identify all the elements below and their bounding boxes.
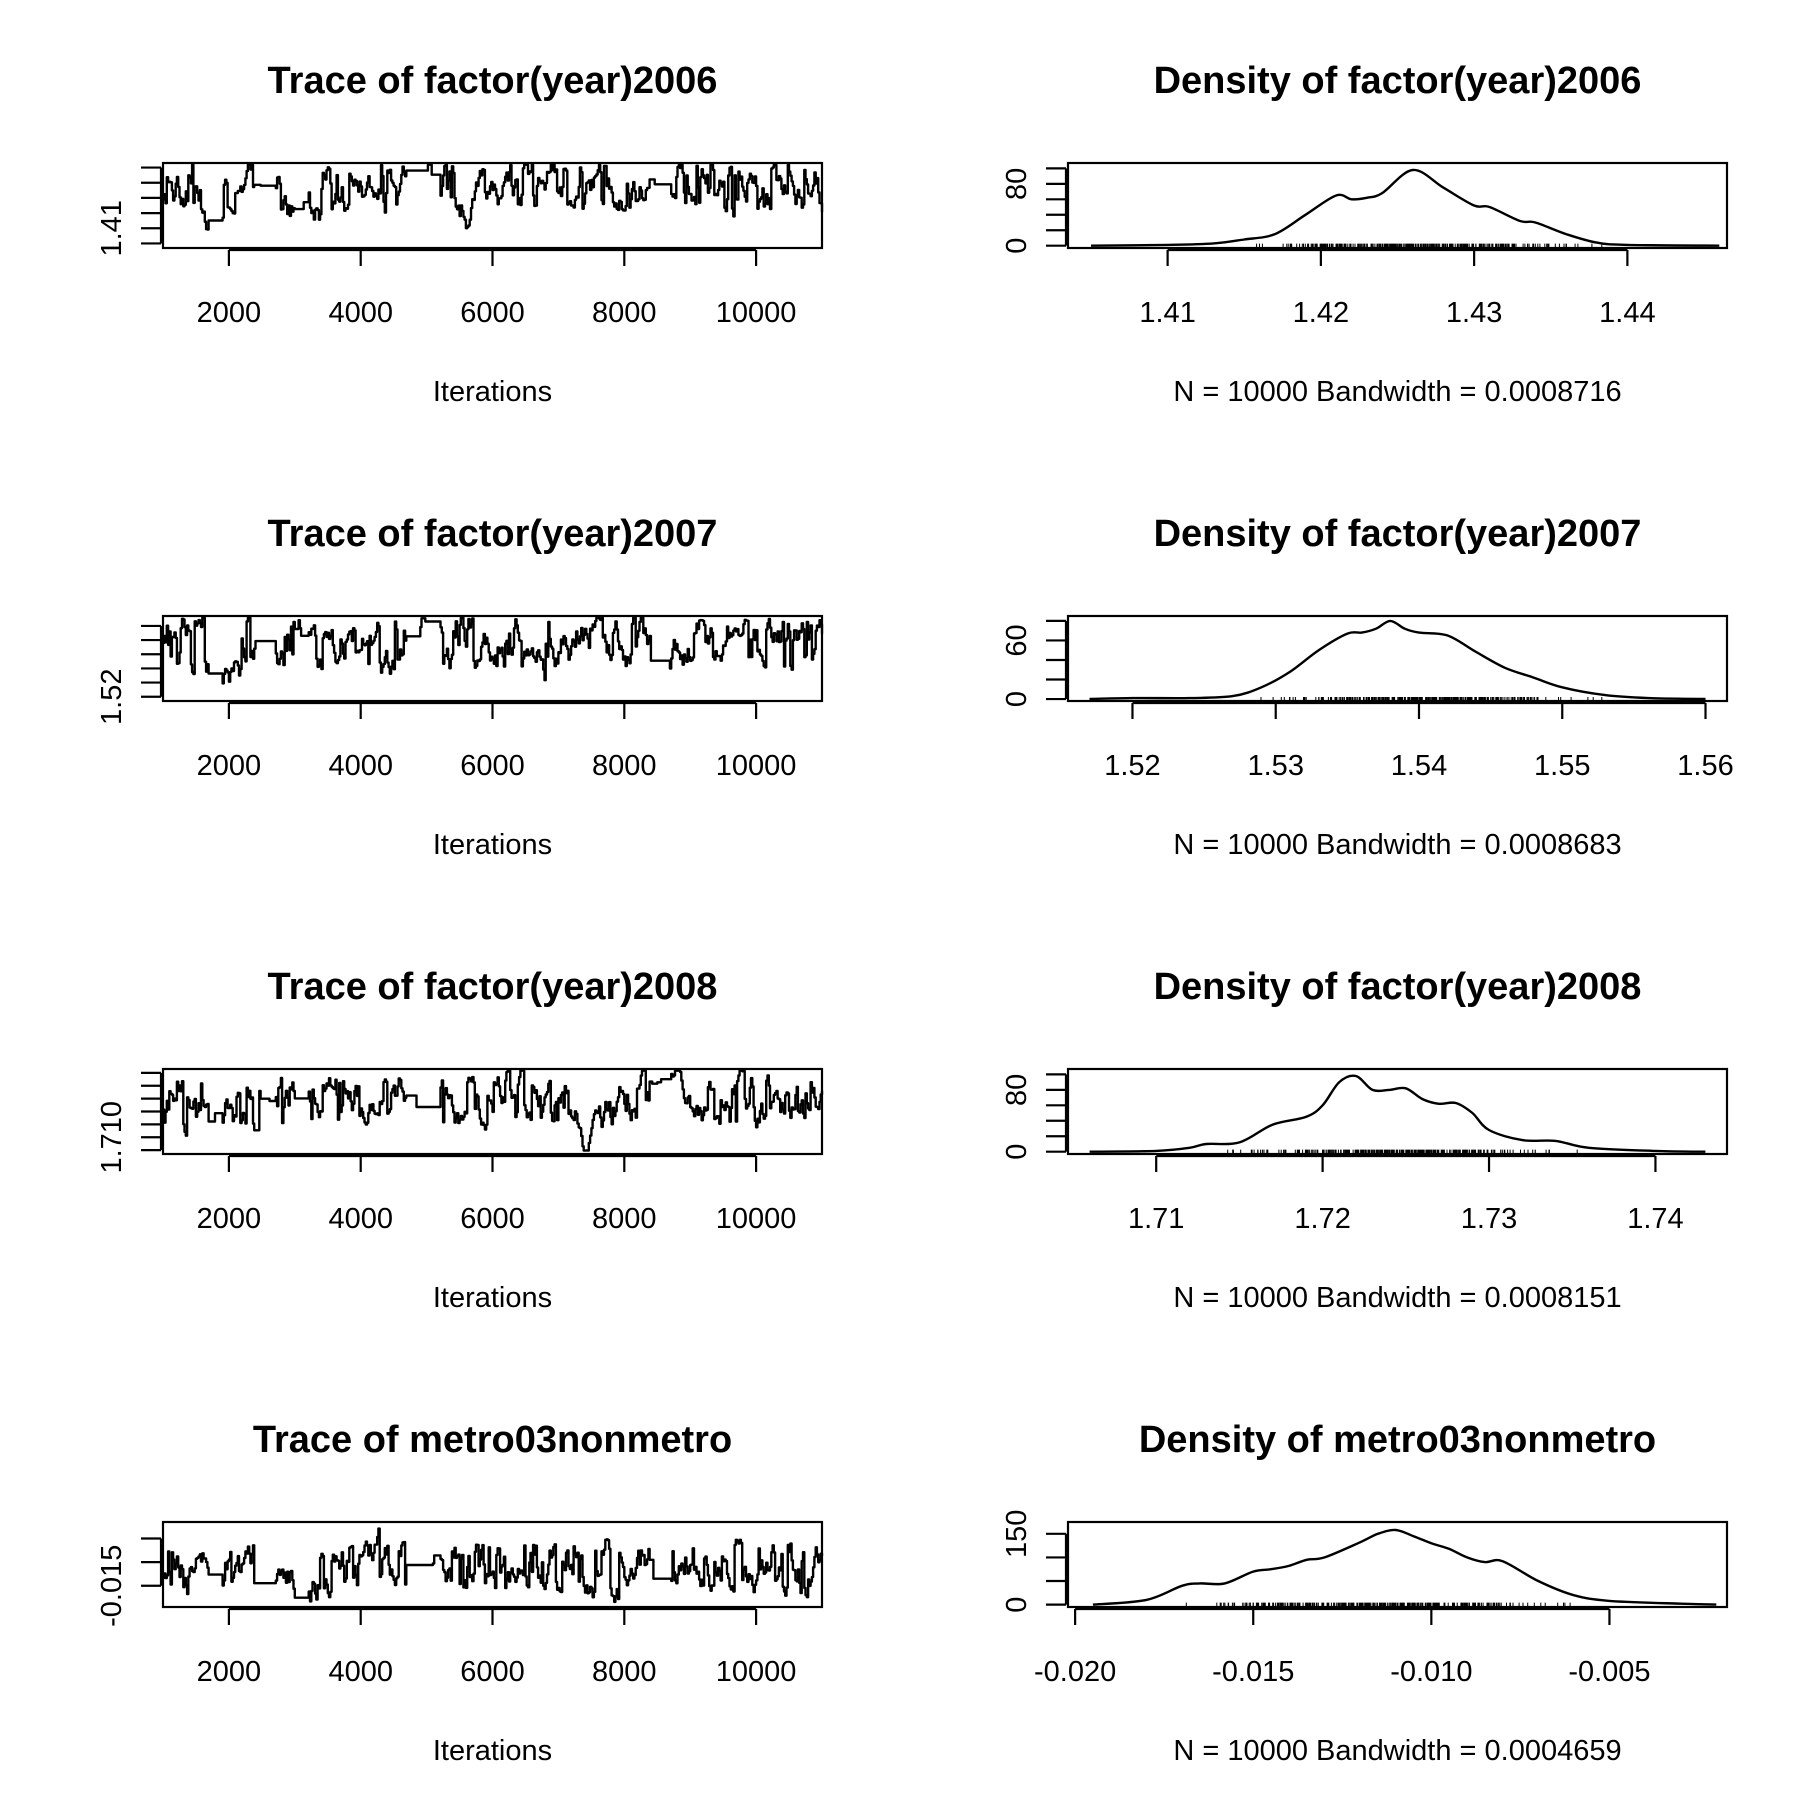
chart-title: Trace of metro03nonmetro [253,1419,732,1461]
x-tick-label: 1.72 [1294,1203,1350,1235]
x-tick-label: 1.73 [1461,1203,1517,1235]
x-tick-label: 1.71 [1128,1203,1184,1235]
trace-panel-3: Trace of factor(year)2008 2000 4000 6000 800… [96,966,824,1314]
plot-frame [1066,1520,1729,1609]
chart-title: Density of factor(year)2006 [1154,60,1642,102]
density-panel-1: Density of factor(year)2006 1.41 1.42 1.43 1… [1001,60,1729,408]
x-tick-label: 1.74 [1627,1203,1683,1235]
x-tick-label: 1.55 [1534,750,1590,782]
x-axis-label: N = 10000 Bandwidth = 0.0008716 [1173,376,1621,408]
x-tick-label: 1.54 [1391,750,1447,782]
chart-title: Trace of factor(year)2006 [268,60,718,102]
x-tick-label: 4000 [328,1203,393,1235]
x-axis-label: Iterations [433,1735,552,1767]
chart-title: Density of metro03nonmetro [1139,1419,1656,1461]
y-tick-label: 1.710 [96,1101,128,1174]
x-tick-label: 10000 [716,1656,797,1688]
chart-title: Density of factor(year)2008 [1154,966,1642,1008]
x-tick-label: -0.015 [1212,1656,1294,1688]
y-tick-label: 0 [1001,1597,1033,1613]
x-tick-label: 1.53 [1248,750,1304,782]
x-tick-label: 1.56 [1677,750,1733,782]
x-axis-label: N = 10000 Bandwidth = 0.0008151 [1173,1282,1621,1314]
x-tick-label: 1.44 [1599,297,1655,329]
x-axis-label: Iterations [433,376,552,408]
y-tick-label: 0 [1001,1144,1033,1160]
x-tick-label: 6000 [460,297,525,329]
x-axis-label: Iterations [433,1282,552,1314]
x-axis-label: Iterations [433,829,552,861]
plot-frame [1066,161,1729,250]
x-tick-label: 6000 [460,1656,525,1688]
x-tick-label: 4000 [328,1656,393,1688]
x-tick-label: 10000 [716,297,797,329]
x-tick-label: 8000 [592,297,657,329]
density-curve [1090,168,1720,247]
density-curve [1089,1074,1706,1153]
x-tick-label: 8000 [592,750,657,782]
plot-frame [161,1067,824,1156]
y-tick-label: -0.015 [96,1545,128,1627]
x-tick-label: 1.43 [1446,297,1502,329]
plot-frame [161,1520,824,1609]
x-tick-label: 2000 [197,750,262,782]
x-tick-label: 6000 [460,750,525,782]
x-tick-label: 8000 [592,1656,657,1688]
x-tick-label: 8000 [592,1203,657,1235]
x-tick-label: 4000 [328,750,393,782]
trace-panel-4: Trace of metro03nonmetro 2000 4000 6000 8000… [96,1419,824,1767]
x-tick-label: 6000 [460,1203,525,1235]
density-panel-4: Density of metro03nonmetro -0.020 -0.015 -0… [1001,1419,1729,1767]
trace-panel-2: Trace of factor(year)2007 2000 4000 6000 800… [96,513,824,861]
x-tick-label: 2000 [197,1656,262,1688]
x-tick-label: 1.41 [1139,297,1195,329]
rug-marks [1185,1602,1571,1607]
density-curve [1092,1528,1717,1606]
chart-title: Trace of factor(year)2007 [268,513,718,555]
y-tick-label: 1.52 [96,669,128,725]
density-curve [1089,619,1706,701]
y-tick-label: 0 [1001,691,1033,707]
y-tick-label: 60 [1001,624,1033,656]
trace-line [163,616,824,685]
x-axis-label: N = 10000 Bandwidth = 0.0004659 [1173,1735,1621,1767]
chart-title: Density of factor(year)2007 [1154,513,1642,555]
x-tick-label: -0.020 [1034,1656,1116,1688]
x-tick-label: 4000 [328,297,393,329]
chart-title: Trace of factor(year)2008 [268,966,718,1008]
plot-frame [1066,614,1729,703]
x-tick-label: 10000 [716,750,797,782]
y-tick-label: 80 [1001,1074,1033,1106]
plot-frame [1066,1067,1729,1156]
density-panel-2: Density of factor(year)2007 1.52 1.53 1.54 1… [1001,513,1734,861]
rug-marks [1260,697,1603,702]
x-tick-label: 10000 [716,1203,797,1235]
x-tick-label: 1.52 [1104,750,1160,782]
x-tick-label: 2000 [197,297,262,329]
y-tick-label: 150 [1001,1510,1033,1558]
x-tick-label: 2000 [197,1203,262,1235]
x-axis-label: N = 10000 Bandwidth = 0.0008683 [1173,829,1621,861]
plot-frame [161,614,824,703]
trace-line [163,1069,824,1152]
y-tick-label: 80 [1001,168,1033,200]
x-tick-label: -0.010 [1390,1656,1472,1688]
plot-frame [161,161,824,250]
y-tick-label: 0 [1001,238,1033,254]
y-tick-label: 1.41 [96,200,128,256]
density-panel-3: Density of factor(year)2008 1.71 1.72 1.73 1… [1001,966,1729,1314]
trace-line [163,1527,824,1604]
trace-panel-1: Trace of factor(year)2006 2000 4000 6000 800… [96,60,824,408]
x-tick-label: -0.005 [1568,1656,1650,1688]
rug-marks [1256,243,1603,248]
x-tick-label: 1.42 [1293,297,1349,329]
rug-marks [1227,1149,1578,1154]
trace-line [163,163,824,231]
